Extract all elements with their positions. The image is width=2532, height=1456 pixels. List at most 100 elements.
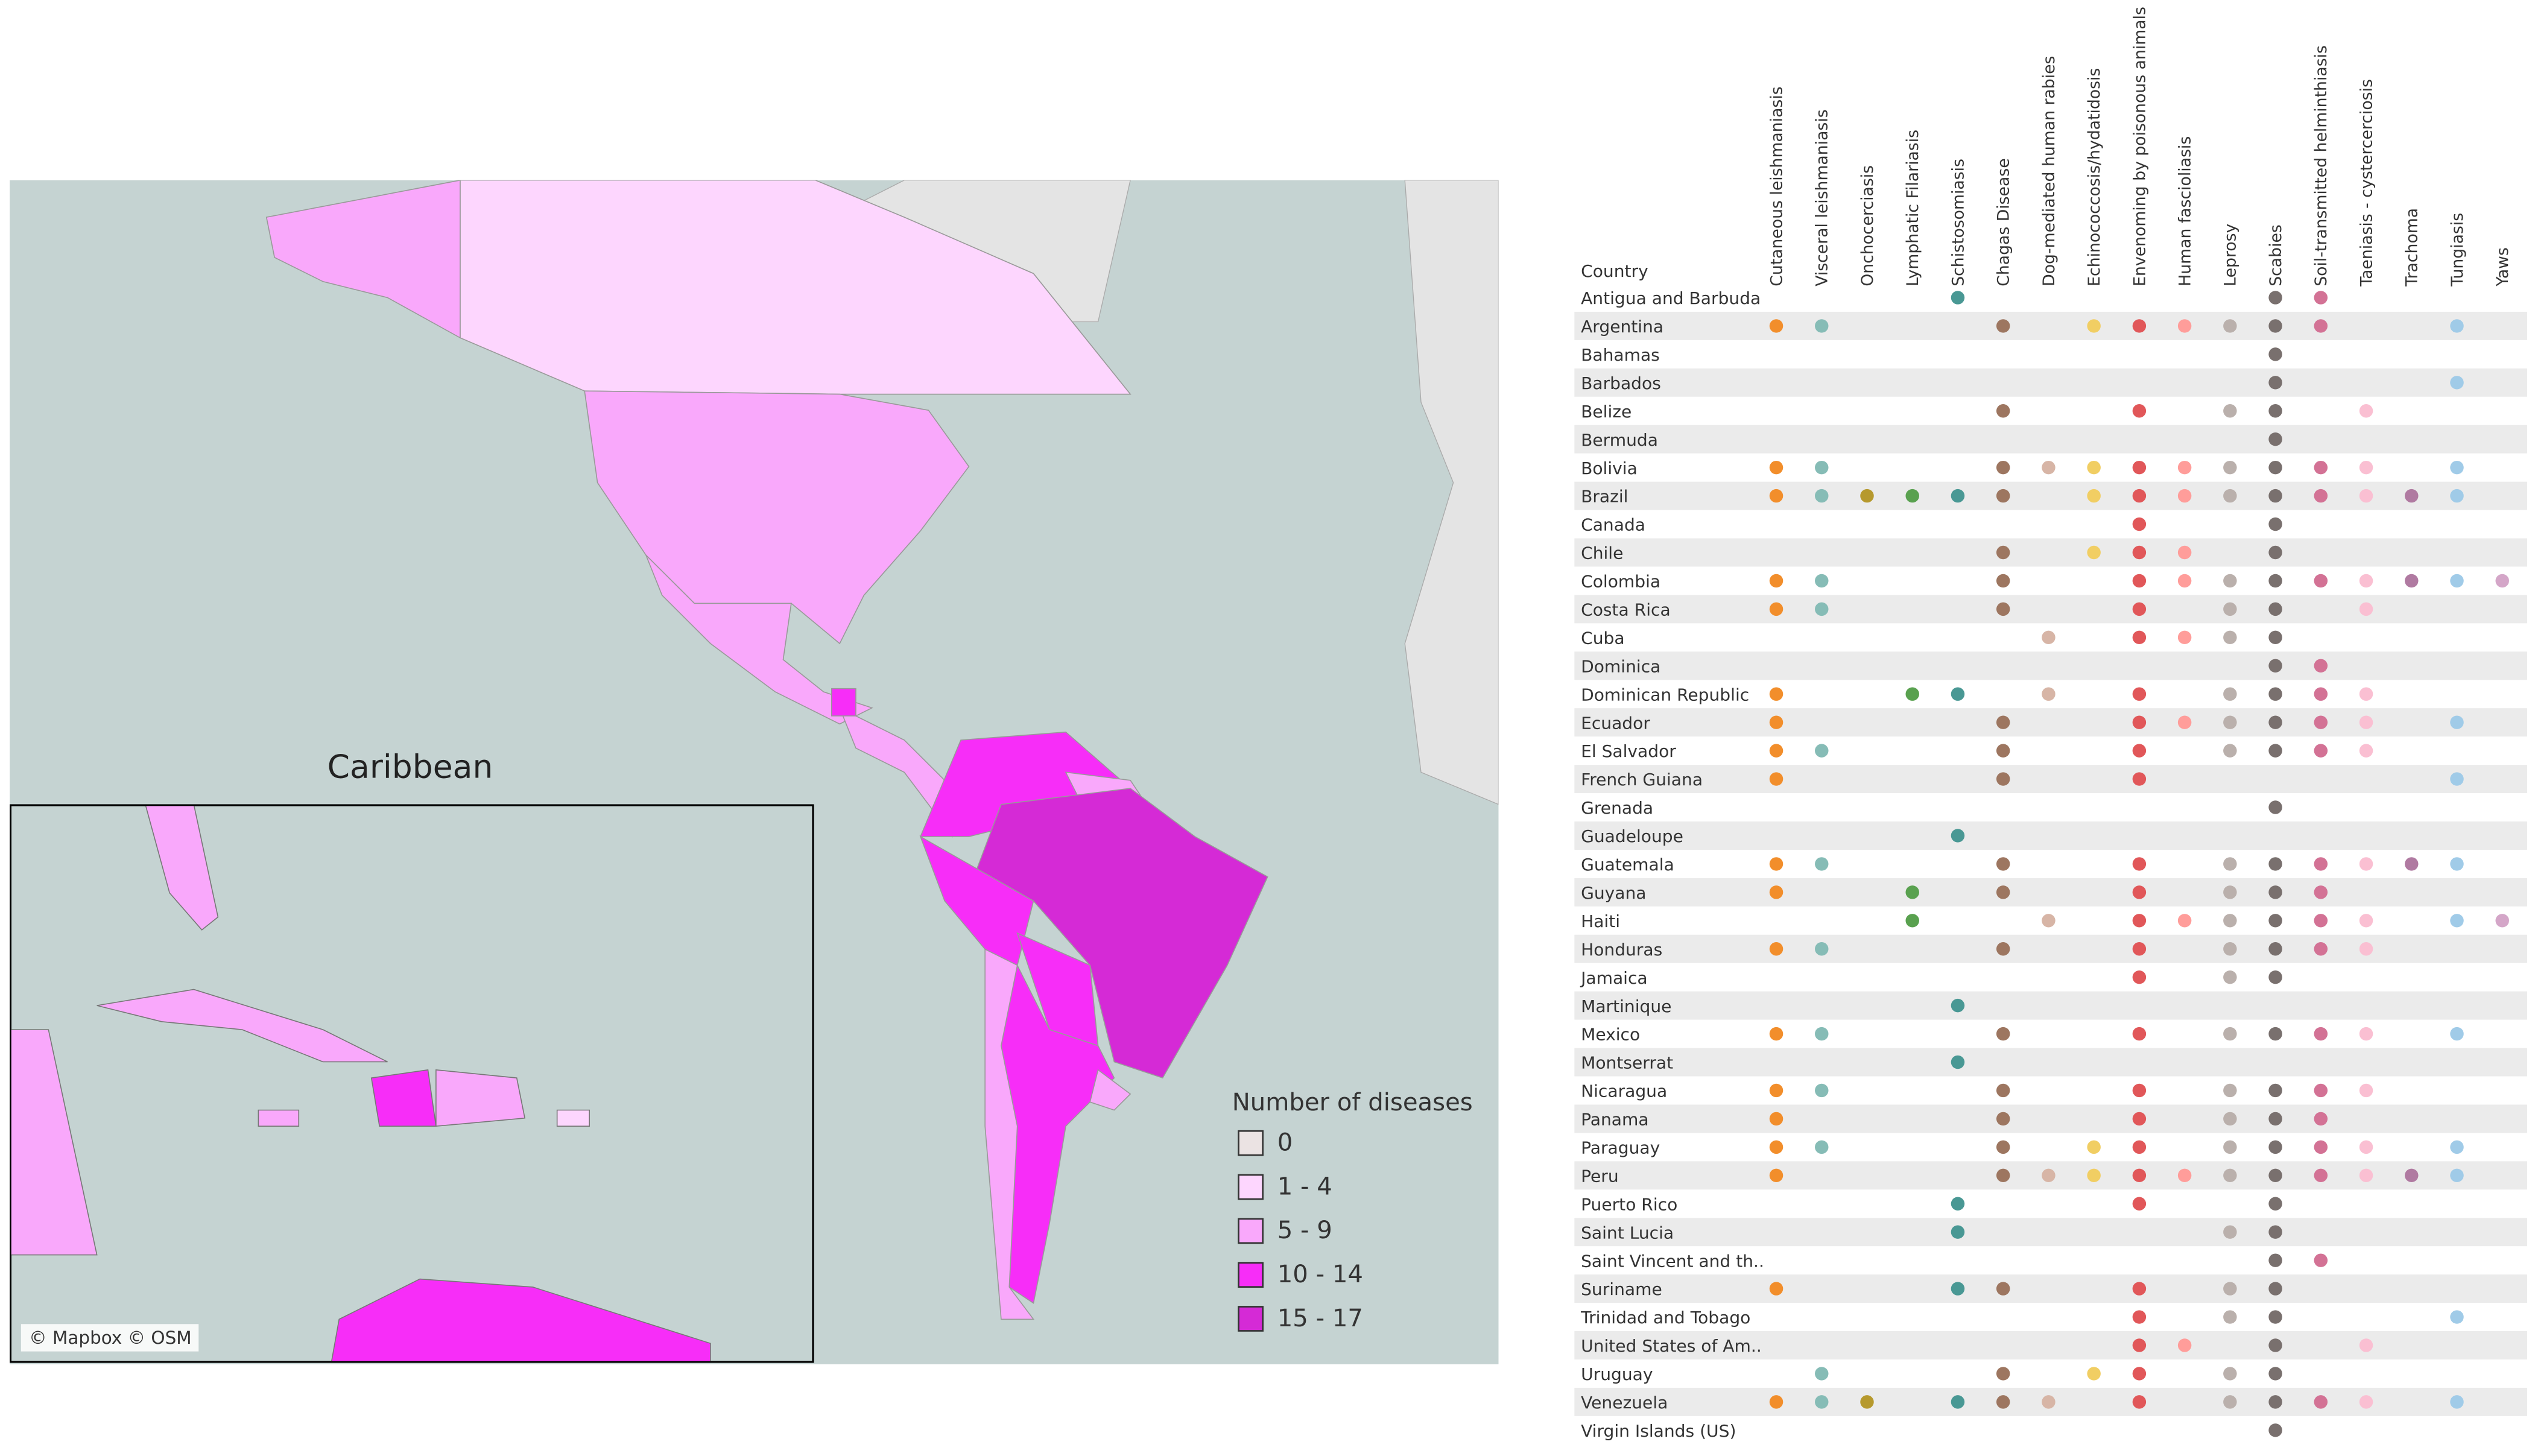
disease-dot	[2177, 460, 2192, 475]
disease-dot	[2268, 517, 2282, 531]
country-label: Honduras	[1581, 940, 1662, 960]
disease-dot	[1996, 1395, 2010, 1409]
disease-dot	[2495, 914, 2509, 928]
disease-dot	[1769, 744, 1783, 758]
disease-dot	[2450, 715, 2464, 729]
column-label: Cutaneous leishmaniasis	[1767, 86, 1786, 286]
column-label: Leprosy	[2221, 224, 2240, 286]
disease-dot	[1996, 460, 2010, 475]
country-label: Argentina	[1581, 317, 1663, 337]
map[interactable]: © Mapbox © OSM	[10, 180, 1499, 1364]
disease-dot	[2495, 574, 2509, 588]
disease-dot	[2268, 970, 2282, 984]
column-label: Taeniasis - cystercerciosis	[2357, 79, 2376, 287]
disease-dot	[2314, 291, 2328, 305]
disease-dot	[2223, 630, 2237, 645]
country-label: Bahamas	[1581, 345, 1660, 365]
row-band	[1574, 311, 2527, 340]
disease-dot	[1769, 885, 1783, 899]
disease-dot	[2132, 319, 2147, 333]
disease-dot	[2359, 942, 2373, 956]
disease-dot	[1815, 1027, 1829, 1041]
disease-dot	[2450, 1395, 2464, 1409]
venezuela-inset[interactable]	[331, 1278, 711, 1364]
disease-dot	[2450, 1027, 2464, 1041]
disease-dot	[1815, 1367, 1829, 1381]
legend-label: 15 - 17	[1277, 1305, 1363, 1332]
disease-dot	[1769, 772, 1783, 786]
column-label: Tungiasis	[2448, 213, 2467, 287]
jamaica[interactable]	[258, 1109, 300, 1127]
canada[interactable]	[460, 180, 1131, 395]
dominican-republic[interactable]	[435, 1069, 526, 1127]
florida[interactable]	[145, 805, 219, 931]
alaska[interactable]	[265, 180, 461, 339]
row-band	[1574, 1274, 2527, 1303]
country-label: Costa Rica	[1581, 600, 1671, 620]
disease-dot	[2268, 659, 2282, 673]
disease-dot	[2268, 885, 2282, 899]
disease-dot	[1815, 460, 1829, 475]
cuba[interactable]	[97, 989, 388, 1063]
disease-dot	[1769, 602, 1783, 616]
country-label: United States of Am..	[1581, 1336, 1762, 1356]
disease-dot	[2268, 1112, 2282, 1126]
row-band	[1574, 878, 2527, 907]
disease-dot	[1769, 715, 1783, 729]
column-label: Lymphatic Filariasis	[1904, 130, 1922, 286]
disease-dot	[1769, 1083, 1783, 1098]
puerto-rico[interactable]	[556, 1109, 590, 1127]
disease-dot	[2359, 404, 2373, 418]
row-band	[1574, 368, 2527, 397]
column-label: Visceral leishmaniasis	[1813, 109, 1832, 286]
disease-dot	[2087, 460, 2101, 475]
column-label: Onchocerciasis	[1858, 165, 1877, 286]
disease-dot	[2223, 1367, 2237, 1381]
united-states[interactable]	[584, 390, 970, 645]
disease-dot	[1815, 574, 1829, 588]
disease-dot	[2450, 1310, 2464, 1324]
disease-dot	[2042, 687, 2056, 701]
disease-dot	[2132, 630, 2147, 645]
chile[interactable]	[984, 948, 1035, 1320]
disease-dot	[2268, 1395, 2282, 1409]
haiti[interactable]	[370, 1069, 437, 1127]
country-label: Saint Lucia	[1581, 1223, 1674, 1242]
disease-dot	[2268, 1140, 2282, 1154]
guatemala[interactable]	[831, 688, 856, 717]
column-label: Dog-mediated human rabies	[2040, 56, 2059, 286]
disease-dot	[2359, 574, 2373, 588]
disease-dot	[2314, 659, 2328, 673]
disease-dot	[2314, 489, 2328, 503]
disease-dot	[2314, 687, 2328, 701]
disease-dot	[2314, 1395, 2328, 1409]
disease-dot	[2223, 1112, 2237, 1126]
country-label: Peru	[1581, 1166, 1619, 1186]
disease-dot	[2450, 489, 2464, 503]
disease-dot	[2268, 630, 2282, 645]
country-label: Mexico	[1581, 1025, 1640, 1045]
mexico[interactable]	[645, 554, 873, 725]
uruguay[interactable]	[1089, 1069, 1131, 1111]
disease-dot	[2177, 914, 2192, 928]
country-label: Dominican Republic	[1581, 685, 1749, 704]
row-band	[1574, 481, 2527, 510]
disease-dot	[1996, 1083, 2010, 1098]
disease-dot	[2268, 1197, 2282, 1211]
country-label: Panama	[1581, 1110, 1649, 1130]
central-america-inset[interactable]	[10, 1029, 98, 1256]
disease-dot	[2132, 545, 2147, 560]
legend-label: 5 - 9	[1277, 1217, 1332, 1244]
disease-dot	[2359, 914, 2373, 928]
disease-dot	[1905, 885, 1919, 899]
row-band	[1574, 991, 2527, 1020]
disease-dot	[2223, 970, 2237, 984]
country-label: Antigua and Barbuda	[1581, 288, 1761, 308]
disease-dot	[2268, 1253, 2282, 1267]
disease-dot	[1905, 489, 1919, 503]
disease-dot	[1996, 942, 2010, 956]
disease-dot	[1769, 460, 1783, 475]
disease-dot	[1769, 489, 1783, 503]
country-label: Bolivia	[1581, 458, 1638, 478]
disease-dot	[2223, 942, 2237, 956]
